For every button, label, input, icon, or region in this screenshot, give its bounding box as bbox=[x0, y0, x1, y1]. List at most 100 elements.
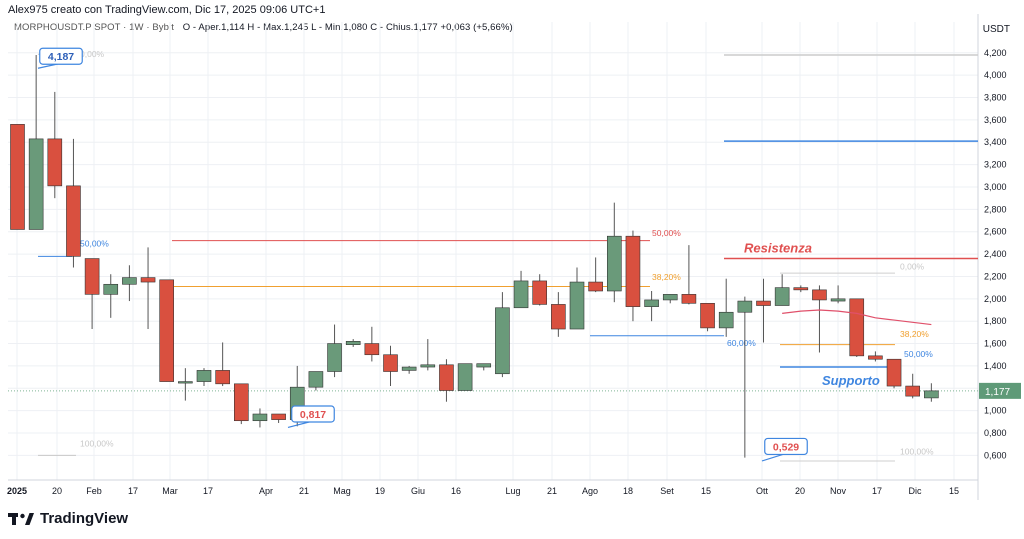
ohlc-values: O - Aper.1,114 H - Max.1,245 L - Min.1,0… bbox=[182, 22, 513, 33]
y-tick-label: 3,400 bbox=[984, 137, 1007, 147]
low-callout-text: 0,529 bbox=[773, 441, 799, 453]
current-price-badge bbox=[979, 382, 1021, 399]
candle-body[interactable] bbox=[215, 370, 230, 385]
y-tick-label: 0,800 bbox=[984, 428, 1007, 438]
candle-body[interactable] bbox=[681, 294, 697, 304]
candle-body[interactable] bbox=[812, 289, 827, 301]
candle-body[interactable] bbox=[196, 370, 212, 382]
y-tick-label: 3,600 bbox=[984, 115, 1007, 125]
candle-body[interactable] bbox=[327, 343, 342, 372]
candle-body[interactable] bbox=[10, 124, 25, 230]
candle-body[interactable] bbox=[588, 281, 603, 292]
x-tick-label: Nov bbox=[830, 486, 847, 496]
candle-body[interactable] bbox=[122, 277, 137, 285]
low-callout-box bbox=[764, 437, 808, 456]
candle-body[interactable] bbox=[28, 138, 44, 230]
x-tick-label: 16 bbox=[451, 486, 461, 496]
candle-body[interactable] bbox=[644, 299, 659, 307]
y-tick-label: 1,400 bbox=[984, 361, 1007, 371]
x-tick-label: 21 bbox=[547, 486, 557, 496]
fib-mid-0-label: 60,00% bbox=[727, 338, 756, 348]
y-tick-label: 4,200 bbox=[984, 48, 1007, 58]
candle-body[interactable] bbox=[718, 311, 734, 329]
candle-body[interactable] bbox=[774, 287, 790, 306]
mid-low-callout-box bbox=[291, 405, 335, 423]
candle-body[interactable] bbox=[662, 294, 678, 301]
candle-body[interactable] bbox=[551, 304, 566, 330]
x-tick-label: Lug bbox=[505, 486, 520, 496]
candle-body[interactable] bbox=[178, 381, 193, 384]
candle-body[interactable] bbox=[159, 279, 174, 382]
currency-label: USDT bbox=[982, 24, 1010, 35]
candle-body[interactable] bbox=[252, 413, 268, 422]
y-tick-label: 0,600 bbox=[984, 450, 1007, 460]
candle-body[interactable] bbox=[364, 343, 380, 356]
y-tick-label: 3,800 bbox=[984, 93, 1007, 103]
candle-body[interactable] bbox=[513, 280, 529, 309]
y-tick-label: 1,000 bbox=[984, 406, 1007, 416]
candle-body[interactable] bbox=[66, 185, 81, 257]
candle-body[interactable] bbox=[756, 300, 771, 306]
x-tick-label: Giu bbox=[411, 486, 425, 496]
candle-body[interactable] bbox=[868, 355, 883, 360]
candle-body[interactable] bbox=[793, 287, 809, 291]
x-tick-label: 18 bbox=[623, 486, 633, 496]
candle-body[interactable] bbox=[308, 371, 324, 388]
x-tick-label: 17 bbox=[128, 486, 138, 496]
candle-body[interactable] bbox=[457, 363, 473, 391]
candle-body[interactable] bbox=[140, 277, 156, 283]
fib-mid-382-label: 38,20% bbox=[652, 272, 681, 282]
fib-right-0-label: 0,00% bbox=[900, 262, 925, 272]
candle-body[interactable] bbox=[234, 383, 249, 422]
author-line: Alex975 creato con TradingView.com, Dic … bbox=[8, 4, 326, 16]
x-tick-label: Dic bbox=[909, 486, 922, 496]
candle-body[interactable] bbox=[383, 354, 398, 372]
candle-body[interactable] bbox=[924, 390, 939, 399]
x-tick-label: Ago bbox=[582, 486, 598, 496]
support-label: Supporto bbox=[822, 373, 880, 388]
candle-body[interactable] bbox=[476, 363, 492, 368]
candle-body[interactable] bbox=[495, 307, 510, 375]
candle-body[interactable] bbox=[103, 283, 119, 295]
y-tick-label: 4,000 bbox=[984, 70, 1007, 80]
brand-name: TradingView bbox=[40, 510, 129, 527]
candle-body[interactable] bbox=[606, 235, 622, 292]
high-callout-box bbox=[39, 47, 83, 65]
candle-body[interactable] bbox=[345, 341, 361, 345]
candle-body[interactable] bbox=[439, 364, 454, 391]
candle-body[interactable] bbox=[830, 298, 846, 302]
candle-body[interactable] bbox=[905, 385, 921, 397]
x-tick-label: 20 bbox=[52, 486, 62, 496]
candle-body[interactable] bbox=[625, 235, 641, 307]
candle-body[interactable] bbox=[47, 138, 63, 187]
x-tick-label: Mag bbox=[333, 486, 351, 496]
tradingview-logo[interactable]: TradingView bbox=[8, 510, 128, 527]
candle-body[interactable] bbox=[849, 298, 865, 357]
candle-body[interactable] bbox=[401, 366, 417, 371]
fib-left-0-label: 0,00% bbox=[80, 49, 105, 59]
candle-body[interactable] bbox=[271, 413, 286, 420]
candle-body[interactable] bbox=[532, 280, 548, 305]
candle-body[interactable] bbox=[886, 358, 902, 387]
x-tick-label: Apr bbox=[259, 486, 273, 496]
fib-right-50-label: 50,00% bbox=[904, 349, 933, 359]
x-tick-label: 15 bbox=[701, 486, 711, 496]
candle-body[interactable] bbox=[737, 300, 753, 313]
fib-left-50-label: 50,00% bbox=[80, 238, 109, 248]
x-tick-label: 2025 bbox=[7, 486, 27, 496]
fib-right-100-label: 100,00% bbox=[900, 446, 934, 456]
moving-average-line bbox=[782, 309, 932, 326]
high-callout-text: 4,187 bbox=[48, 51, 74, 63]
x-tick-label: 17 bbox=[872, 486, 882, 496]
candle-body[interactable] bbox=[700, 302, 715, 329]
candle-body[interactable] bbox=[569, 281, 585, 330]
fib-left-100-label: 100,00% bbox=[80, 438, 114, 448]
fib-mid-50-label: 50,00% bbox=[652, 228, 681, 238]
y-tick-label: 3,000 bbox=[984, 182, 1007, 192]
x-tick-label: 20 bbox=[795, 486, 805, 496]
candle-body[interactable] bbox=[420, 364, 436, 368]
x-tick-label: 15 bbox=[949, 486, 959, 496]
x-tick-label: Feb bbox=[86, 486, 102, 496]
candle-body[interactable] bbox=[84, 258, 100, 295]
